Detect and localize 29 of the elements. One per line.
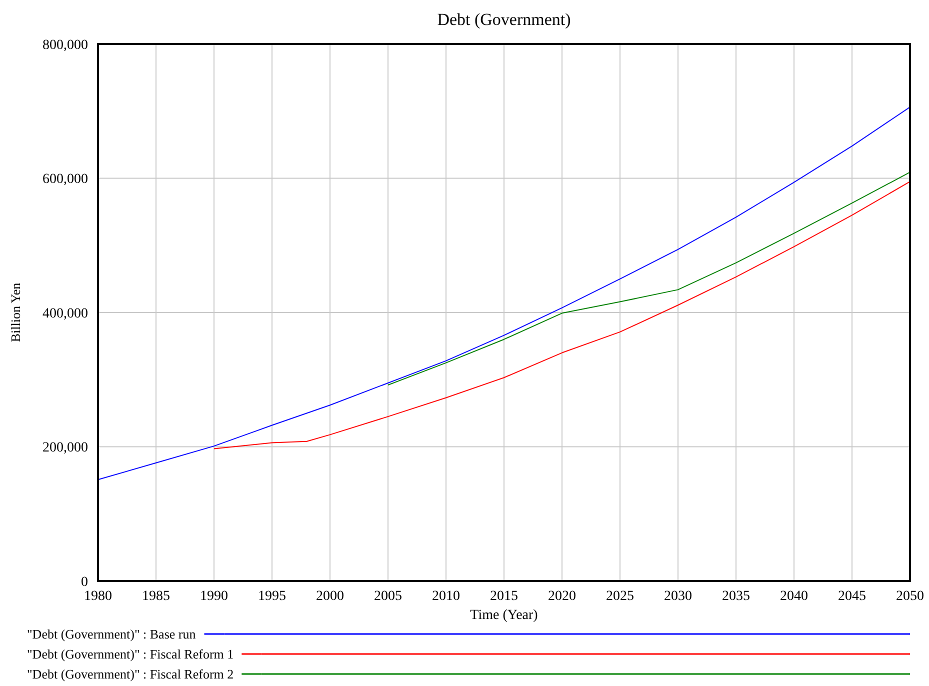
x-tick-label: 1985	[142, 589, 170, 604]
x-tick-label: 2040	[780, 589, 808, 604]
x-tick-label: 1995	[258, 589, 286, 604]
legend-label: "Debt (Government)" : Fiscal Reform 1	[27, 646, 234, 662]
legend-label: "Debt (Government)" : Fiscal Reform 2	[27, 666, 234, 682]
x-tick-label: 2045	[838, 589, 866, 604]
x-axis-title: Time (Year)	[470, 608, 538, 623]
line-series	[388, 172, 910, 386]
x-tick-label: 2025	[606, 589, 634, 604]
y-tick-label: 400,000	[42, 306, 88, 322]
line-series	[98, 106, 910, 480]
y-tick-label: 800,000	[42, 38, 88, 53]
y-tick-label: 0	[81, 574, 88, 590]
y-axis-title: Billion Yen	[8, 282, 23, 342]
legend-label: "Debt (Government)" : Base run	[27, 626, 196, 642]
y-tick-label: 200,000	[42, 440, 88, 456]
x-tick-label: 2020	[548, 589, 576, 604]
x-tick-label: 2015	[490, 589, 518, 604]
x-tick-label: 1980	[84, 589, 112, 604]
x-tick-label: 2000	[316, 589, 344, 604]
x-tick-label: 2050	[896, 589, 924, 604]
x-tick-label: 1990	[200, 589, 228, 604]
x-tick-label: 2010	[432, 589, 460, 604]
x-tick-label: 2035	[722, 589, 750, 604]
y-tick-label: 600,000	[42, 172, 88, 188]
x-tick-label: 2030	[664, 589, 692, 604]
chart-title: Debt (Government)	[437, 10, 571, 29]
x-tick-label: 2005	[374, 589, 402, 604]
line-series	[214, 181, 910, 450]
